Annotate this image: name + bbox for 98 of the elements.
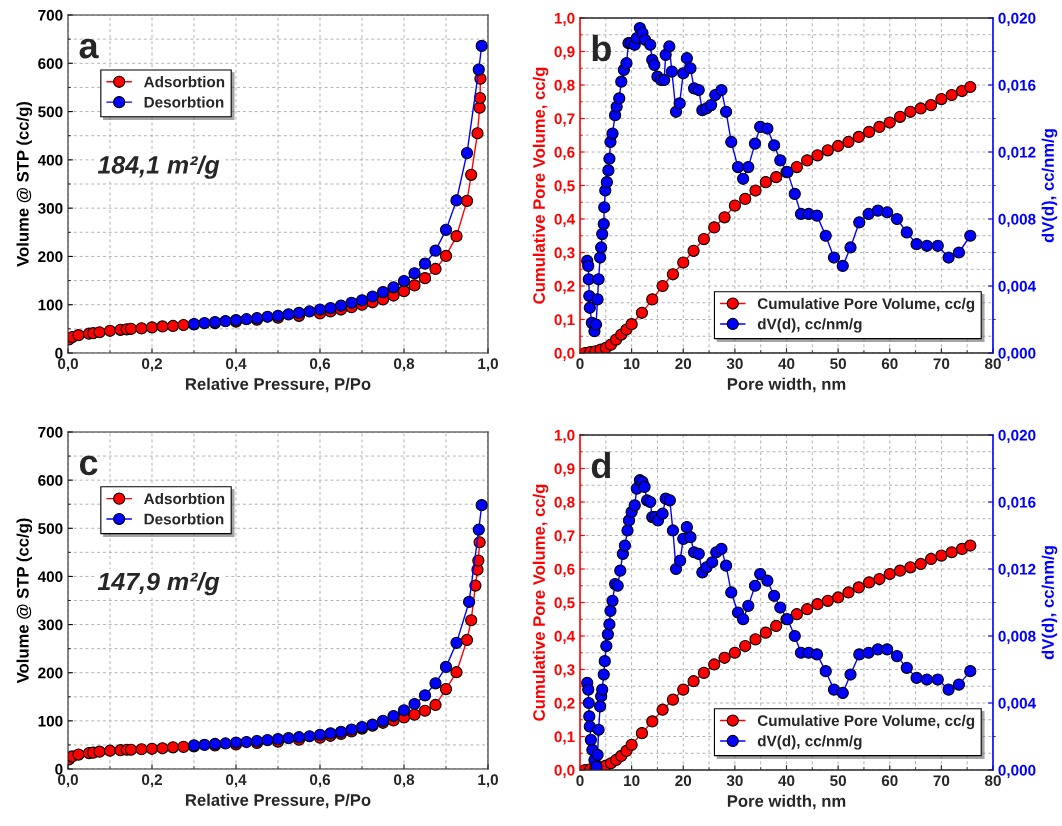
y-tick-label: 0,8 — [554, 79, 575, 93]
x-tick-label: 30 — [726, 358, 743, 370]
x-axis-title: Pore width, nm — [727, 794, 846, 810]
y-tick-label: 0,3 — [554, 664, 575, 678]
y-tick-label: 700 — [38, 426, 63, 438]
y2-axis-title: dV(d), cc/nm/g — [1041, 129, 1058, 243]
y-tick-label: 400 — [37, 571, 63, 583]
x-tick-label: 40 — [778, 775, 795, 787]
y-tick-label: 0,6 — [554, 563, 575, 577]
x-tick-label: 1,0 — [478, 774, 498, 788]
x-tick-label: 0 — [576, 775, 584, 787]
y2-axis-title: dV(d), cc/nm/g — [1041, 546, 1058, 660]
y-tick-label: 200 — [38, 251, 63, 263]
x-tick-label: 0,8 — [393, 358, 415, 372]
y-tick-label: 0,0 — [554, 347, 575, 361]
x-tick-label: 50 — [830, 775, 846, 787]
y-tick-label: 700 — [38, 9, 63, 21]
legend-label: Cumulative Pore Volume, cc/g — [757, 714, 975, 730]
y-tick-label: 400 — [37, 154, 63, 166]
x-tick-label: 0,8 — [393, 774, 415, 788]
x-tick-label: 0,2 — [141, 774, 163, 788]
y2-tick-label: 0,020 — [998, 12, 1036, 26]
y-axis-title: Cumulative Pore Volume, cc/g — [532, 484, 549, 721]
y-tick-label: 0,9 — [554, 463, 575, 477]
x-tick-label: 60 — [881, 775, 898, 787]
x-tick-label: 20 — [675, 775, 692, 787]
legend-label: Adsorbtion — [144, 492, 225, 505]
x-tick-label: 20 — [675, 358, 692, 370]
annotation: 184,1 m²/g — [97, 155, 220, 179]
x-axis-title: Pore width, nm — [727, 377, 846, 393]
legend-label: Cumulative Pore Volume, cc/g — [757, 297, 975, 313]
annotation: b — [592, 34, 611, 62]
y-tick-label: 0,1 — [554, 731, 575, 745]
y-tick-label: 0,3 — [554, 247, 575, 261]
y-tick-label: 0,1 — [554, 314, 575, 328]
x-tick-label: 0,6 — [309, 774, 331, 788]
y-tick-label: 0,9 — [554, 46, 575, 60]
y-tick-label: 500 — [38, 106, 63, 118]
y-tick-label: 0 — [55, 763, 63, 775]
x-tick-label: 50 — [830, 358, 846, 370]
y-tick-label: 0,5 — [554, 597, 575, 611]
legend-label: Desorbtion — [144, 513, 224, 525]
legend-label: Desorbtion — [144, 96, 224, 108]
x-tick-label: 10 — [624, 775, 640, 787]
x-tick-label: 70 — [933, 775, 950, 787]
y-axis-title: Volume @ STP (cc/g) — [16, 101, 33, 267]
x-axis-title: Relative Pressure, P/Po — [186, 377, 371, 393]
y2-tick-label: 0,016 — [998, 79, 1036, 93]
x-tick-label: 0,6 — [309, 358, 331, 372]
y2-tick-label: 0,008 — [998, 630, 1036, 644]
y-tick-label: 0,7 — [554, 530, 575, 544]
x-tick-label: 40 — [778, 358, 795, 370]
y2-tick-label: 0,020 — [998, 429, 1036, 443]
y-tick-label: 200 — [38, 667, 63, 679]
y-axis-title: Cumulative Pore Volume, cc/g — [532, 67, 549, 304]
annotation: a — [79, 38, 99, 59]
y2-tick-label: 0,012 — [998, 563, 1036, 577]
x-tick-label: 70 — [933, 358, 950, 370]
y-tick-label: 600 — [38, 475, 63, 486]
x-axis-title: Relative Pressure, P/Po — [186, 793, 371, 809]
y-tick-label: 0,5 — [554, 180, 575, 194]
y-tick-label: 0,4 — [554, 630, 576, 644]
y2-tick-label: 0,012 — [998, 146, 1036, 160]
y-tick-label: 0,8 — [554, 496, 575, 510]
y2-tick-label: 0,016 — [998, 496, 1036, 510]
y-tick-label: 0,2 — [554, 280, 575, 294]
annotation: d — [591, 451, 611, 479]
y-tick-label: 0,7 — [554, 113, 575, 127]
y2-tick-label: 0,004 — [998, 280, 1037, 294]
x-tick-label: 0,4 — [225, 774, 247, 788]
y-tick-label: 1,0 — [554, 12, 575, 26]
x-tick-label: 0 — [576, 358, 584, 370]
y-tick-label: 0,2 — [554, 697, 575, 711]
y-tick-label: 300 — [38, 619, 63, 631]
y2-tick-label: 0,004 — [998, 697, 1037, 711]
y-tick-label: 100 — [38, 299, 63, 311]
x-tick-label: 0,2 — [141, 358, 163, 372]
legend-label: dV(d), cc/nm/g — [757, 735, 862, 750]
legend-label: dV(d), cc/nm/g — [757, 318, 862, 333]
y-axis-title: Volume @ STP (cc/g) — [16, 518, 33, 684]
x-tick-label: 30 — [726, 775, 743, 787]
legend-label: Adsorbtion — [144, 76, 225, 88]
y-tick-label: 500 — [38, 523, 63, 534]
annotation: 147,9 m²/g — [97, 572, 220, 596]
y-tick-label: 1,0 — [554, 429, 575, 443]
y-tick-label: 0 — [55, 347, 63, 359]
annotation: c — [79, 455, 98, 476]
y-tick-label: 0,4 — [554, 213, 576, 227]
x-tick-label: 10 — [624, 358, 640, 370]
x-tick-label: 1,0 — [478, 358, 498, 372]
y-tick-label: 300 — [38, 203, 63, 214]
y-tick-label: 0,0 — [554, 764, 575, 778]
y-tick-label: 100 — [38, 715, 63, 727]
x-tick-label: 60 — [881, 358, 898, 370]
y-tick-label: 600 — [38, 58, 63, 69]
y-tick-label: 0,6 — [554, 146, 575, 160]
y2-tick-label: 0,008 — [998, 213, 1036, 227]
x-tick-label: 0,4 — [225, 358, 247, 372]
